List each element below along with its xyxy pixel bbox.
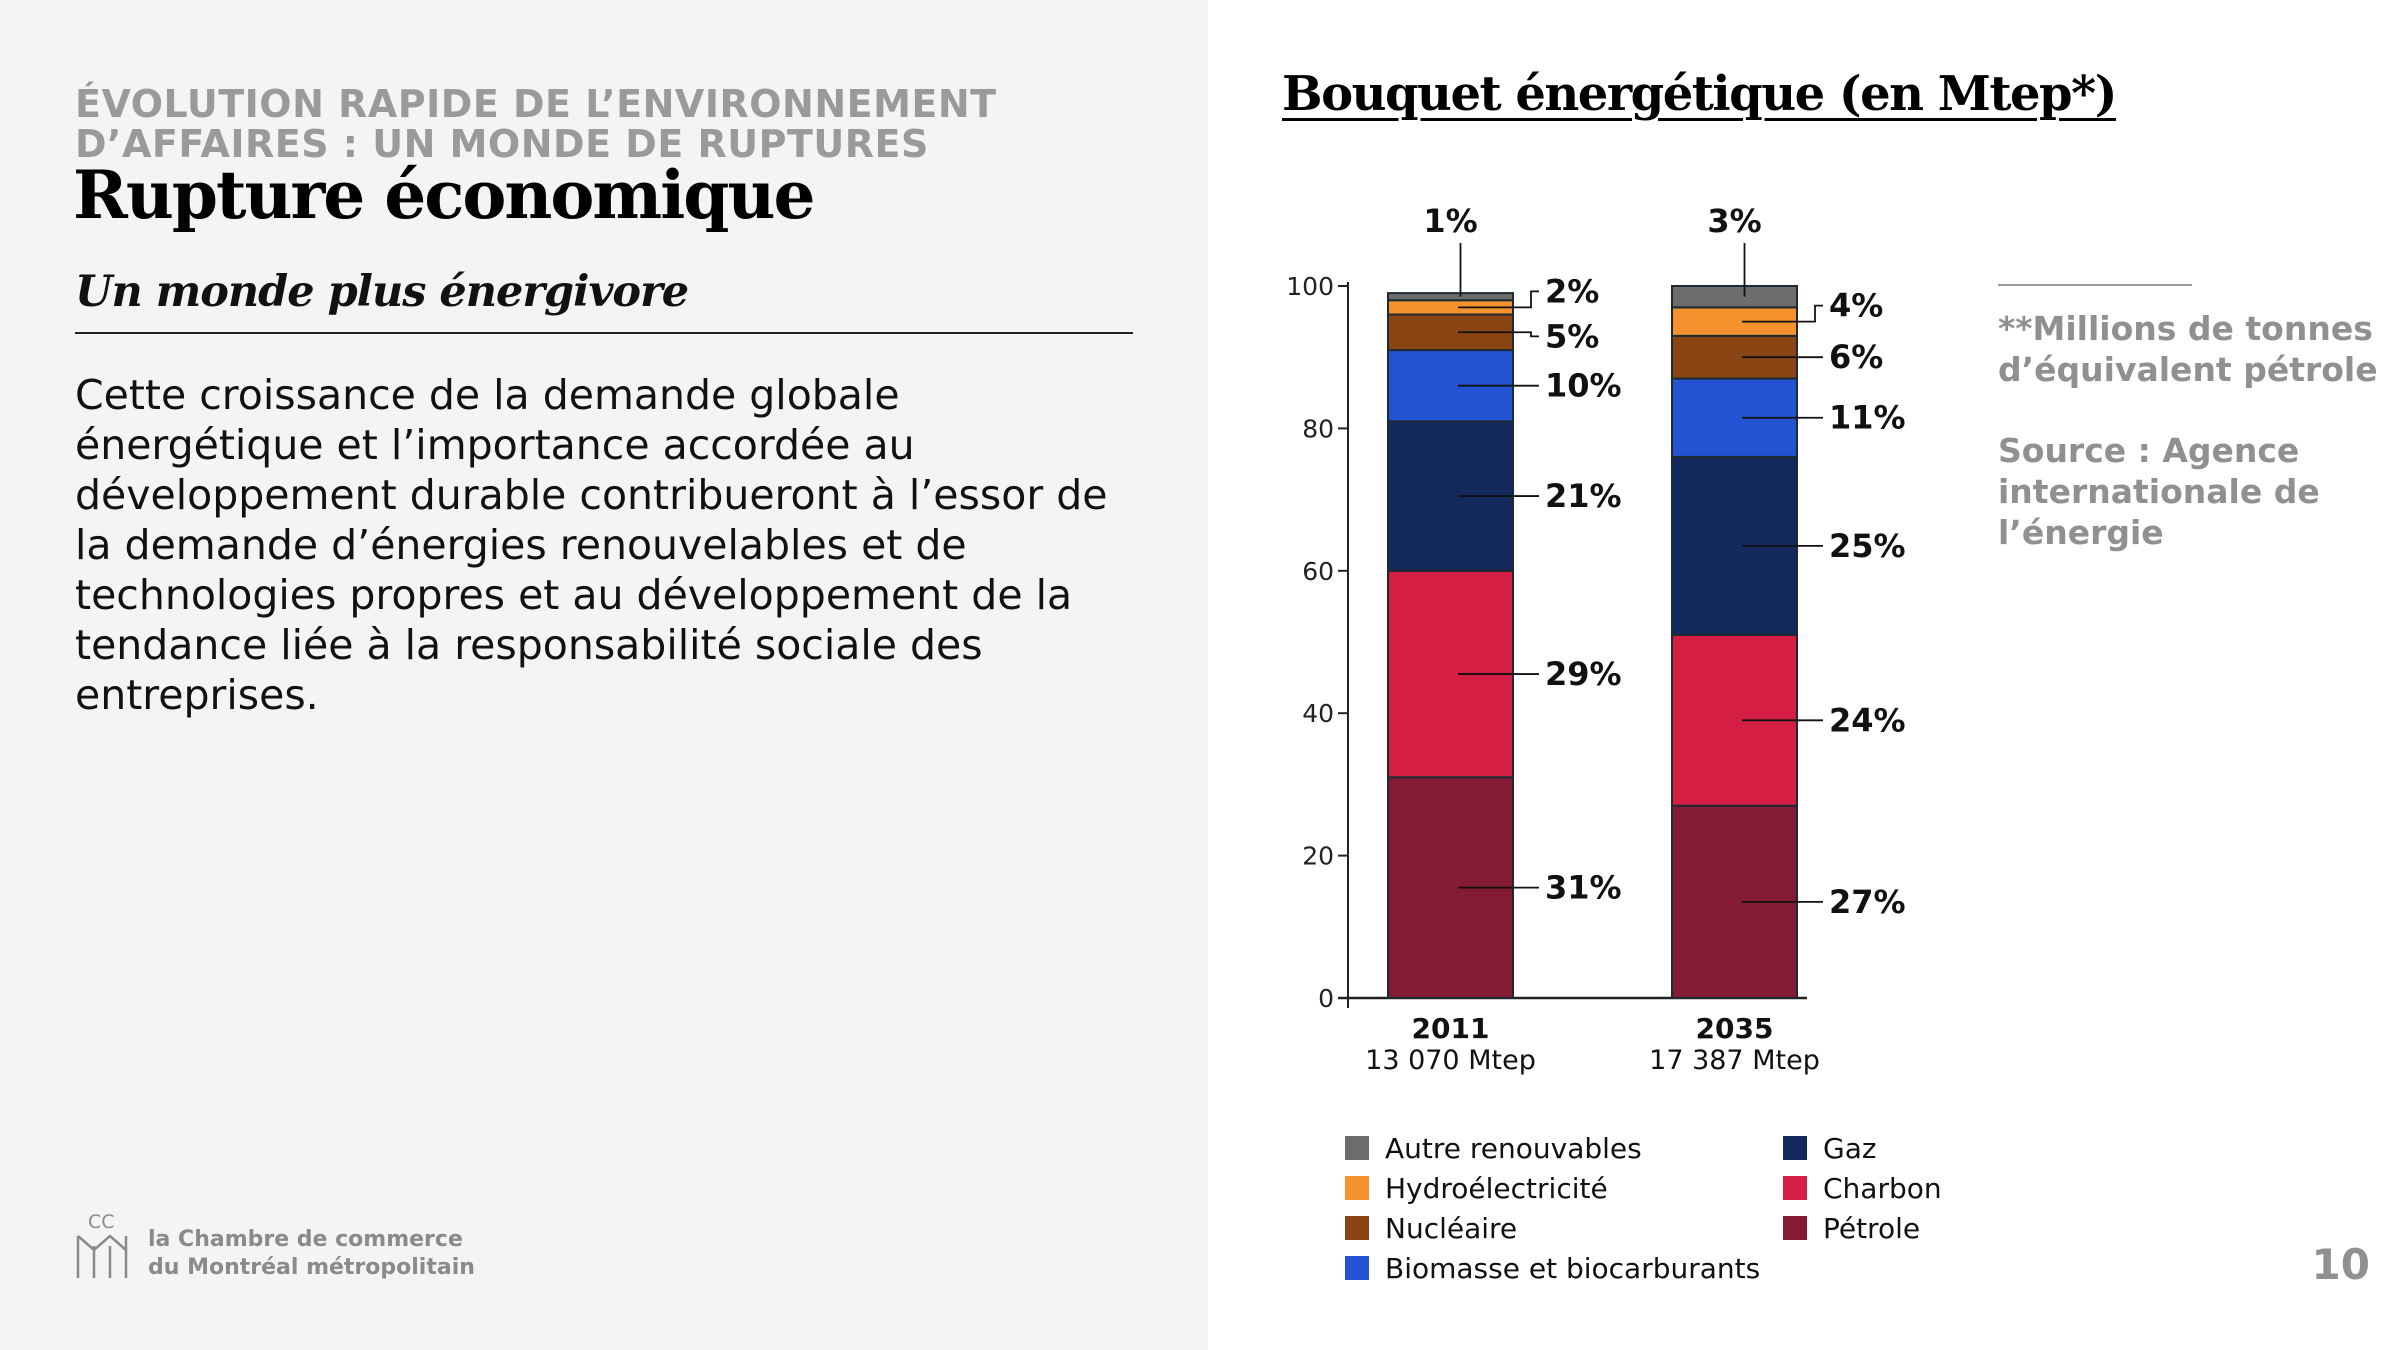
x-category-total: 17 387 Mtep [1649, 1045, 1820, 1076]
data-label: 6% [1829, 338, 1883, 376]
data-label-leader [1458, 331, 1539, 338]
data-label: 31% [1545, 869, 1622, 907]
data-label: 5% [1545, 317, 1599, 355]
legend-swatch [1345, 1136, 1369, 1160]
logo-letters: CC [88, 1211, 115, 1233]
bar-segment [1671, 285, 1798, 309]
body-paragraph: Cette croissance de la demande globale é… [75, 371, 1108, 719]
legend-label: Gaz [1823, 1131, 1877, 1165]
chart-title: Bouquet énergétique (en Mtep*) [1282, 66, 2117, 122]
y-tick-label: 80 [1302, 414, 1334, 443]
data-label: 4% [1829, 287, 1883, 325]
page-title: Rupture économique [73, 156, 815, 234]
chamber-logo-icon: CC [76, 1211, 128, 1278]
x-category-label: 2011 [1412, 1012, 1490, 1045]
y-tick-label: 60 [1302, 557, 1334, 586]
logo-text: la Chambre de commerce du Montréal métro… [148, 1226, 475, 1282]
legend-swatch [1345, 1256, 1369, 1280]
legend-swatch [1783, 1136, 1807, 1160]
left-panel: ÉVOLUTION RAPIDE DE L’ENVIRONNEMENT D’AF… [0, 0, 1208, 1350]
legend-label: Pétrole [1823, 1211, 1921, 1245]
legend-item: Pétrole [1783, 1210, 1920, 1246]
legend-item: Autre renouvables [1345, 1130, 1642, 1166]
bar-segment [1387, 313, 1514, 352]
y-tick-label: 40 [1302, 699, 1334, 728]
legend-item: Gaz [1783, 1130, 1877, 1166]
data-label: 11% [1829, 399, 1906, 437]
data-label: 21% [1545, 477, 1622, 515]
subtitle-divider [75, 332, 1133, 334]
legend-item: Biomasse et biocarburants [1345, 1250, 1760, 1286]
legend-swatch [1783, 1176, 1807, 1200]
bar-segment [1387, 292, 1514, 302]
legend-item: Hydroélectricité [1345, 1170, 1608, 1206]
page-number: 10 [2311, 1240, 2370, 1289]
notes-divider [1998, 284, 2192, 286]
data-label-leader [1458, 290, 1539, 309]
logo-line-1: la Chambre de commerce [148, 1227, 463, 1252]
page-subtitle: Un monde plus énergivore [75, 267, 689, 317]
legend-swatch [1345, 1216, 1369, 1240]
legend-swatch [1345, 1176, 1369, 1200]
data-label: 29% [1545, 655, 1622, 693]
x-category-total: 13 070 Mtep [1365, 1045, 1536, 1076]
legend-label: Nucléaire [1385, 1211, 1518, 1245]
data-label: 27% [1829, 883, 1906, 921]
units-note: **Millions de tonnes d’équivalent pétrol… [1998, 309, 2378, 389]
legend-label: Autre renouvables [1385, 1131, 1642, 1165]
legend-item: Nucléaire [1345, 1210, 1517, 1246]
y-tick-label: 20 [1302, 842, 1334, 871]
y-tick-label: 0 [1318, 984, 1334, 1013]
source-note: Source : Agence internationale de l’éner… [1998, 431, 2320, 552]
legend-label: Biomasse et biocarburants [1385, 1251, 1761, 1285]
data-label: 24% [1829, 701, 1906, 739]
legend-label: Hydroélectricité [1385, 1171, 1608, 1205]
data-label: 3% [1707, 202, 1761, 240]
x-category-label: 2035 [1696, 1012, 1774, 1045]
data-label: 2% [1545, 272, 1599, 310]
legend-label: Charbon [1823, 1171, 1942, 1205]
data-label-leader [1742, 304, 1823, 323]
logo-line-2: du Montréal métropolitain [148, 1255, 475, 1280]
section-kicker: ÉVOLUTION RAPIDE DE L’ENVIRONNEMENT D’AF… [75, 82, 997, 166]
data-label: 25% [1829, 527, 1906, 565]
legend-item: Charbon [1783, 1170, 1942, 1206]
chart-legend: Autre renouvables Hydroélectricité Nucléai… [1345, 1130, 2045, 1300]
chamber-logo: CC la Chambre de commerce du Montréal mé… [74, 1208, 494, 1280]
data-label: 1% [1423, 202, 1477, 240]
legend-swatch [1783, 1216, 1807, 1240]
data-label: 10% [1545, 367, 1622, 405]
y-tick-label: 100 [1286, 272, 1334, 301]
